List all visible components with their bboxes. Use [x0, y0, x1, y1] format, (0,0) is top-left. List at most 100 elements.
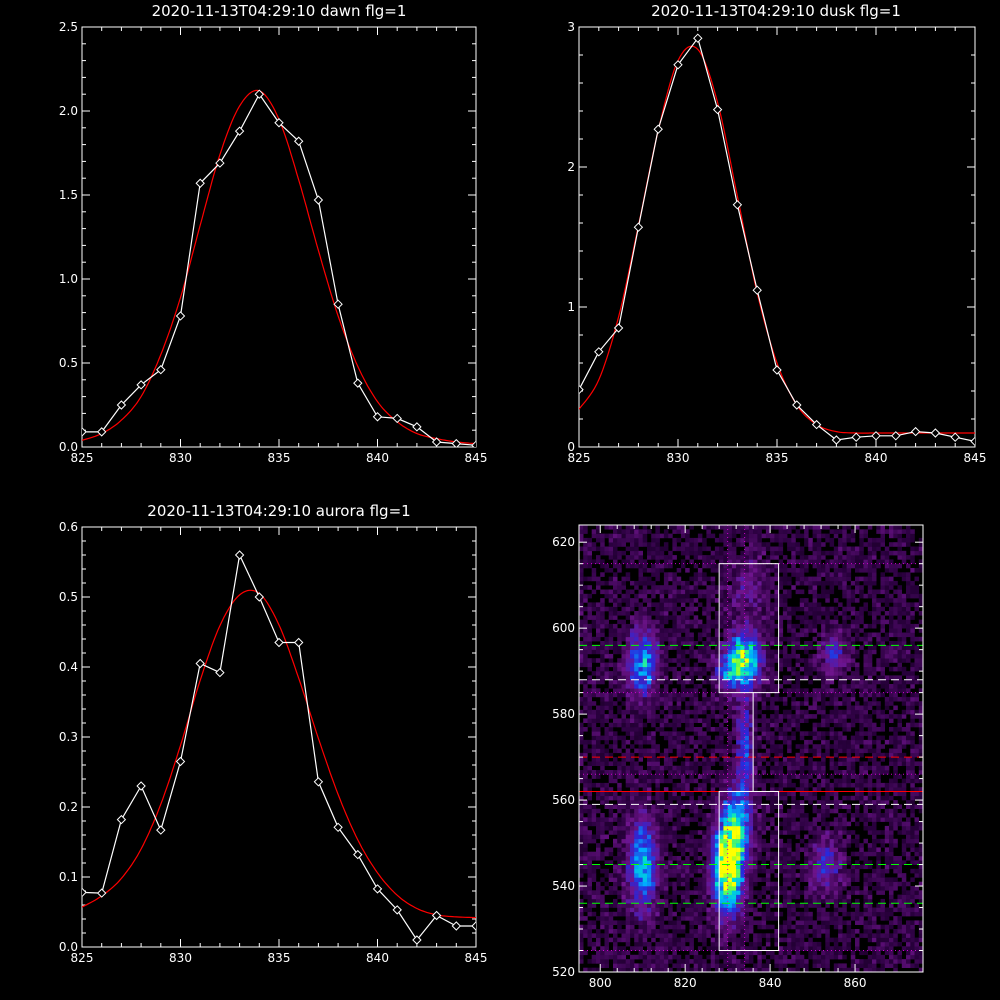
heatmap-cell — [655, 576, 660, 582]
heatmap-cell — [587, 632, 592, 638]
heatmap-cell — [812, 636, 818, 642]
heatmap-cell — [748, 568, 754, 573]
heatmap-cell — [591, 606, 597, 612]
heatmap-cell — [579, 890, 584, 895]
heatmap-cell — [663, 821, 669, 827]
heatmap-cell — [714, 929, 720, 934]
heatmap-cell — [714, 555, 720, 560]
heatmap-cell — [676, 615, 682, 620]
heatmap-cell — [630, 757, 635, 762]
heatmap-cell — [693, 662, 699, 668]
heatmap-cell — [812, 894, 818, 900]
heatmap-cell — [702, 916, 707, 921]
heatmap-cell — [736, 761, 741, 766]
heatmap-cell — [634, 941, 639, 947]
heatmap-cell — [621, 757, 626, 762]
heatmap-cell — [617, 894, 622, 900]
heatmap-cell — [731, 572, 737, 577]
heatmap-cell — [604, 757, 609, 762]
heatmap-cell — [714, 714, 720, 719]
heatmap-cell — [642, 791, 648, 797]
heatmap-cell — [753, 533, 758, 539]
heatmap-cell — [630, 770, 635, 775]
heatmap-cell — [604, 739, 609, 745]
heatmap-cell — [625, 843, 631, 848]
heatmap-cell — [638, 714, 643, 719]
heatmap-cell — [613, 645, 618, 650]
heatmap-cell — [630, 933, 635, 938]
heatmap-cell — [740, 550, 745, 556]
heatmap-cell — [663, 963, 669, 968]
heatmap-cell — [765, 696, 771, 702]
heatmap-cell — [591, 722, 597, 728]
heatmap-cell — [697, 537, 703, 543]
heatmap-cell — [778, 813, 784, 818]
heatmap-cell — [744, 718, 750, 723]
heatmap-cell — [630, 924, 635, 930]
heatmap-cell — [702, 967, 707, 973]
heatmap-cell — [647, 709, 652, 715]
heatmap-cell — [685, 585, 690, 590]
heatmap-cell — [608, 589, 614, 595]
heatmap-cell — [583, 929, 588, 934]
heatmap-cell — [672, 886, 677, 891]
heatmap-cell — [659, 709, 665, 715]
heatmap-cell — [655, 696, 660, 702]
heatmap-cell — [659, 856, 665, 861]
heatmap-cell — [770, 804, 775, 809]
heatmap-cell — [765, 688, 771, 693]
heatmap-cell — [642, 851, 648, 857]
heatmap-cell — [808, 641, 813, 646]
heatmap-cell — [579, 649, 584, 655]
heatmap-cell — [663, 954, 669, 960]
heatmap-cell — [795, 821, 801, 827]
heatmap-cell — [714, 623, 720, 629]
heatmap-cell — [668, 636, 673, 642]
heatmap-cell — [642, 589, 648, 595]
heatmap-cell — [617, 851, 622, 857]
heatmap-cell — [808, 916, 813, 921]
measured-point — [930, 428, 941, 438]
heatmap-cell — [740, 804, 745, 809]
heatmap-cell — [736, 890, 741, 895]
heatmap-cell — [693, 838, 699, 844]
heatmap-cell — [591, 671, 597, 676]
heatmap-cell — [642, 868, 648, 874]
heatmap-cell — [731, 705, 737, 711]
heatmap-cell — [723, 550, 728, 556]
heatmap-cell — [731, 645, 737, 650]
heatmap-cell — [774, 838, 779, 844]
heatmap-cell — [583, 606, 588, 612]
heatmap-cell — [613, 748, 618, 754]
heatmap-cell — [625, 696, 631, 702]
heatmap-cell — [748, 770, 754, 775]
heatmap-cell — [587, 546, 592, 552]
heatmap-cell — [812, 830, 818, 835]
heatmap-cell — [655, 701, 660, 706]
heatmap-cell — [596, 623, 601, 629]
heatmap-cell — [714, 907, 720, 913]
heatmap-cell — [710, 959, 716, 964]
heatmap-cell — [765, 937, 771, 943]
heatmap-cell — [702, 696, 707, 702]
heatmap-cell — [638, 791, 643, 797]
heatmap-cell — [736, 787, 741, 792]
heatmap-cell — [642, 684, 648, 689]
heatmap-cell — [787, 843, 792, 848]
heatmap-cell — [719, 533, 724, 539]
heatmap-cell — [714, 937, 720, 943]
heatmap-cell — [719, 675, 724, 680]
heatmap-cell — [723, 727, 728, 732]
heatmap-cell — [630, 860, 635, 865]
heatmap-cell — [731, 576, 737, 582]
heatmap-cell — [625, 731, 631, 736]
heatmap-cell — [638, 555, 643, 560]
heatmap-cell — [719, 967, 724, 973]
heatmap-cell — [689, 843, 694, 848]
heatmap-cell — [625, 860, 631, 865]
heatmap-cell — [744, 851, 750, 857]
heatmap-cell — [579, 537, 584, 543]
heatmap-cell — [740, 791, 745, 797]
heatmap-cell — [651, 696, 656, 702]
heatmap-cell — [613, 911, 618, 917]
